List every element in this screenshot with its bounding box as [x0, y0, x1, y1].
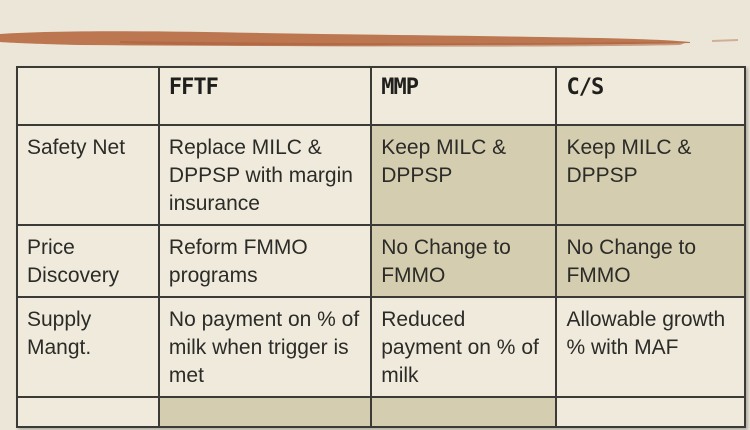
header-cs: C/S [555, 66, 746, 126]
cell-mmp: Reduced payment on % of milk [370, 296, 558, 398]
partial-cell [157, 396, 373, 428]
header-corner-cell [16, 66, 160, 126]
cell-mmp: Keep MILC & DPPSP [370, 124, 558, 226]
cell-fftf: Reform FMMO programs [157, 224, 373, 298]
header-mmp: MMP [370, 66, 558, 126]
table-row-supply-management: Supply Mangt. No payment on % of milk wh… [16, 296, 746, 398]
cell-cs: Keep MILC & DPPSP [555, 124, 746, 226]
comparison-table: FFTF MMP C/S Safety Net Replace MILC & D… [16, 66, 746, 428]
brush-stroke-decoration [0, 31, 738, 47]
row-label: Price Discovery [16, 224, 160, 298]
table-header-row: FFTF MMP C/S [16, 66, 746, 126]
table-row-price-discovery: Price Discovery Reform FMMO programs No … [16, 224, 746, 298]
cell-cs: No Change to FMMO [555, 224, 746, 298]
table-row-partial [16, 396, 746, 428]
partial-cell [370, 396, 558, 428]
cell-mmp: No Change to FMMO [370, 224, 558, 298]
cell-fftf: Replace MILC & DPPSP with margin insuran… [157, 124, 373, 226]
row-label: Safety Net [16, 124, 160, 226]
partial-cell [16, 396, 160, 428]
cell-fftf: No payment on % of milk when trigger is … [157, 296, 373, 398]
header-fftf: FFTF [157, 66, 373, 126]
cell-cs: Allowable growth % with MAF [555, 296, 746, 398]
table-row-safety-net: Safety Net Replace MILC & DPPSP with mar… [16, 124, 746, 226]
row-label: Supply Mangt. [16, 296, 160, 398]
partial-cell [555, 396, 746, 428]
